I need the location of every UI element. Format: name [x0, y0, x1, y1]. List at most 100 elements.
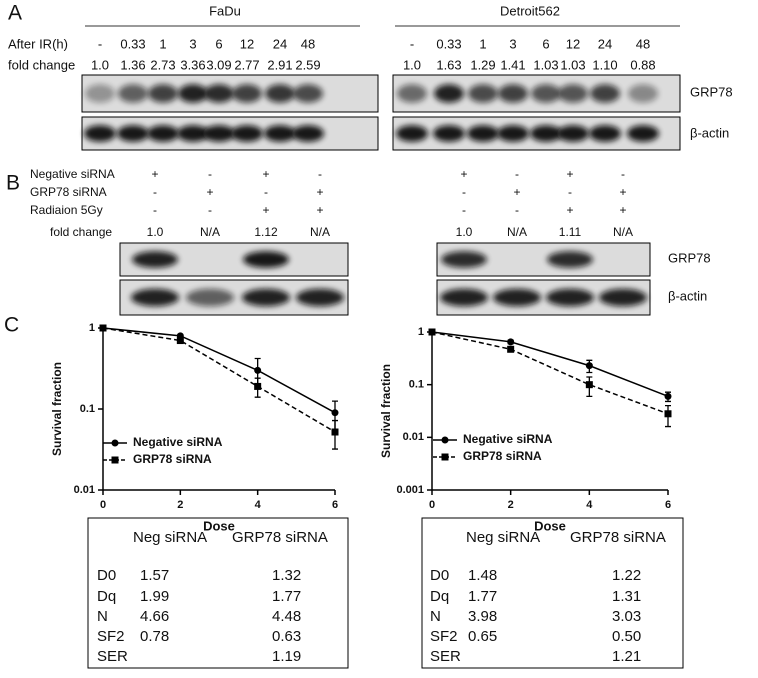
time-point: 1 — [479, 36, 486, 51]
band — [147, 125, 179, 142]
fold-change: 1.0 — [147, 225, 164, 239]
table-frame — [421, 517, 684, 669]
condition-symbol: - — [462, 203, 466, 217]
time-point: 6 — [215, 36, 222, 51]
condition-symbol: + — [619, 203, 626, 217]
condition-symbol: + — [513, 185, 520, 199]
time-point: 24 — [598, 36, 612, 51]
band — [530, 125, 562, 142]
table-frame — [87, 517, 349, 669]
band — [434, 84, 464, 103]
band — [243, 251, 289, 268]
table-cell: 0.78 — [140, 628, 169, 645]
band — [131, 288, 179, 307]
band — [558, 84, 588, 103]
table-cell: 1.19 — [272, 648, 301, 665]
band — [231, 125, 263, 142]
band — [599, 288, 647, 307]
fold-change: 1.03 — [560, 57, 585, 72]
band — [397, 84, 427, 103]
y-tick-label: 0.01 — [74, 484, 95, 496]
band — [118, 84, 148, 103]
table-cell: Dq — [430, 588, 449, 605]
band — [628, 84, 658, 103]
table-cell: Dq — [97, 588, 116, 605]
survival-curve — [431, 331, 669, 415]
y-tick-label: 0.01 — [403, 431, 424, 443]
cell-line-name: FaDu — [209, 3, 241, 18]
legend-label: Negative siRNA — [133, 435, 223, 449]
fold-change: 0.88 — [630, 57, 655, 72]
legend-marker — [111, 439, 119, 447]
table-cell: D0 — [430, 567, 449, 584]
band — [441, 251, 487, 268]
band — [531, 84, 561, 103]
band — [148, 84, 178, 103]
condition-symbol: - — [462, 185, 466, 199]
table-cell: 1.57 — [140, 567, 169, 584]
band — [264, 125, 296, 142]
time-point: - — [98, 36, 102, 51]
fold-change: 2.59 — [295, 57, 320, 72]
fold-change: 2.91 — [267, 57, 292, 72]
table-cell: 1.99 — [140, 588, 169, 605]
legend-label: GRP78 siRNA — [133, 452, 212, 466]
panel-label: C — [4, 314, 19, 337]
time-point: 12 — [240, 36, 254, 51]
x-tick-label: 0 — [100, 499, 106, 511]
table-cell: 1.21 — [612, 648, 641, 665]
band — [203, 125, 235, 142]
condition-label: Negative siRNA — [30, 167, 115, 181]
time-point: 48 — [636, 36, 650, 51]
condition-symbol: - — [264, 185, 268, 199]
table-header: GRP78 siRNA — [570, 529, 666, 546]
table-cell: 0.50 — [612, 628, 641, 645]
band — [85, 84, 115, 103]
table-header: GRP78 siRNA — [232, 529, 328, 546]
time-point: 48 — [301, 36, 315, 51]
condition-symbol: - — [208, 167, 212, 181]
condition-symbol: - — [515, 203, 519, 217]
data-point — [585, 381, 593, 389]
table-cell: SF2 — [430, 628, 458, 645]
condition-symbol: - — [208, 203, 212, 217]
data-point — [176, 337, 184, 345]
condition-symbol: - — [621, 167, 625, 181]
row-label: After IR(h) — [8, 36, 68, 51]
band — [293, 84, 323, 103]
table-cell: N — [97, 608, 108, 625]
fold-change: N/A — [507, 225, 527, 239]
table-header: Neg siRNA — [133, 529, 207, 546]
fold-change: 2.73 — [150, 57, 175, 72]
fold-change: 1.0 — [91, 57, 109, 72]
fold-change: 1.10 — [592, 57, 617, 72]
table-cell: 1.31 — [612, 588, 641, 605]
x-tick-label: 0 — [429, 499, 435, 511]
x-axis-label: Dose — [534, 518, 566, 533]
fold-change: N/A — [613, 225, 633, 239]
table-cell: 1.77 — [272, 588, 301, 605]
band — [186, 288, 234, 307]
panel-label: A — [8, 2, 22, 25]
fold-change: 1.63 — [436, 57, 461, 72]
table-cell: 1.22 — [612, 567, 641, 584]
blot-label: β-actin — [668, 288, 707, 303]
fold-change: 1.0 — [456, 225, 473, 239]
band — [292, 125, 324, 142]
legend-label: Negative siRNA — [463, 432, 553, 446]
data-point — [331, 409, 339, 417]
band — [546, 288, 594, 307]
y-tick-label: 0.001 — [396, 484, 424, 496]
time-point: 3 — [189, 36, 196, 51]
band — [440, 288, 488, 307]
condition-symbol: + — [316, 185, 323, 199]
condition-label: GRP78 siRNA — [30, 185, 107, 199]
band — [296, 288, 344, 307]
condition-symbol: + — [262, 203, 269, 217]
survival-curve — [102, 327, 336, 433]
band — [589, 125, 621, 142]
x-tick-label: 2 — [177, 499, 183, 511]
table-cell: SF2 — [97, 628, 125, 645]
fold-change: 2.77 — [234, 57, 259, 72]
